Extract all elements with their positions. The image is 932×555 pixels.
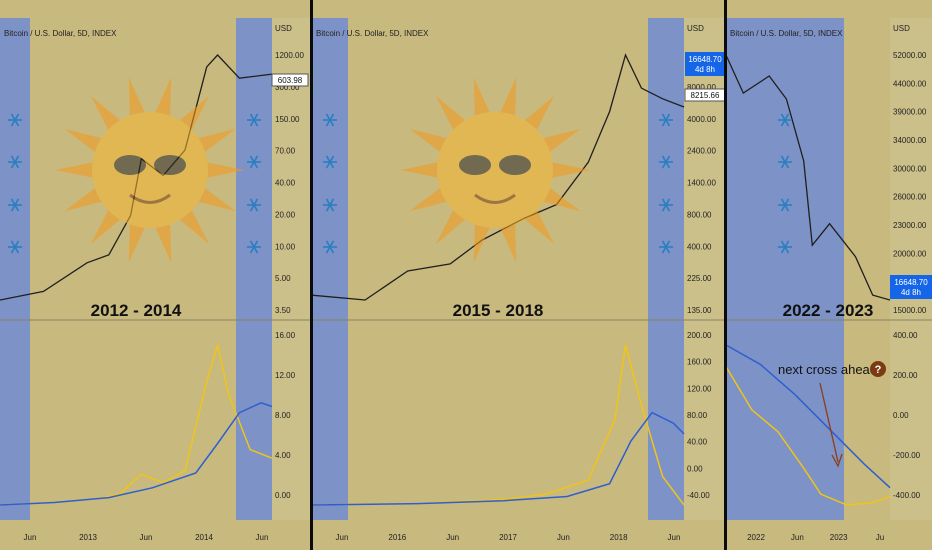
osc-tick-label: -200.00 <box>893 451 921 460</box>
time-tick-label: Jun <box>336 533 349 542</box>
panel-divider <box>310 0 313 550</box>
price-tag-label: 16648.70 <box>688 55 722 64</box>
time-tick-label: 2016 <box>388 533 406 542</box>
price-tag-label: 8215.66 <box>691 91 720 100</box>
currency-label: USD <box>893 24 910 33</box>
summer-band <box>844 18 890 520</box>
time-tick-label: Jun <box>24 533 37 542</box>
panel-divider <box>724 0 727 550</box>
price-tick-label: 1400.00 <box>687 179 716 188</box>
time-tick-label: 2013 <box>79 533 97 542</box>
sunglasses-lens <box>154 155 186 175</box>
price-tick-label: 10.00 <box>275 242 296 251</box>
sun-face <box>437 112 553 228</box>
time-tick-label: Jun <box>446 533 459 542</box>
time-tick-label: Jun <box>140 533 153 542</box>
time-tick-label: 2022 <box>747 533 765 542</box>
price-tick-label: 40.00 <box>275 179 296 188</box>
price-tag-label: 16648.70 <box>894 278 928 287</box>
header-strip <box>312 0 726 18</box>
osc-tick-label: 200.00 <box>687 331 712 340</box>
price-tick-label: 400.00 <box>687 242 712 251</box>
osc-tick-label: 0.00 <box>893 411 909 420</box>
panel-2 <box>312 0 726 550</box>
time-tick-label: 2018 <box>610 533 628 542</box>
time-tick-label: 2014 <box>195 533 213 542</box>
price-tick-label: 44000.00 <box>893 79 927 88</box>
osc-tick-label: -40.00 <box>687 491 710 500</box>
price-tick-label: 150.00 <box>275 115 300 124</box>
osc-tick-label: 160.00 <box>687 358 712 367</box>
panel-1 <box>0 0 312 550</box>
time-tick-label: Jun <box>668 533 681 542</box>
osc-tick-label: 40.00 <box>687 438 708 447</box>
time-tick-label: Jun <box>557 533 570 542</box>
osc-tick-label: -400.00 <box>893 491 921 500</box>
price-tick-label: 20.00 <box>275 210 296 219</box>
era-label: 2012 - 2014 <box>91 301 182 320</box>
osc-tick-label: 0.00 <box>687 464 703 473</box>
price-tick-label: 4000.00 <box>687 115 716 124</box>
winter-band <box>0 18 30 520</box>
osc-tick-label: 8.00 <box>275 411 291 420</box>
price-tick-label: 23000.00 <box>893 221 927 230</box>
osc-tick-label: 400.00 <box>893 331 918 340</box>
price-tick-label: 2400.00 <box>687 147 716 156</box>
currency-label: USD <box>687 24 704 33</box>
price-tick-label: 15000.00 <box>893 306 927 315</box>
price-tick-label: 34000.00 <box>893 136 927 145</box>
sun-face <box>92 112 208 228</box>
time-tick-label: Jun <box>791 533 804 542</box>
chart-title: Bitcoin / U.S. Dollar, 5D, INDEX <box>4 29 117 38</box>
price-tick-label: 5.00 <box>275 274 291 283</box>
osc-tick-label: 120.00 <box>687 384 712 393</box>
currency-label: USD <box>275 24 292 33</box>
price-tick-label: 20000.00 <box>893 249 927 258</box>
sunglasses-lens <box>459 155 491 175</box>
sunglasses-lens <box>114 155 146 175</box>
price-tick-label: 3.50 <box>275 306 291 315</box>
price-tick-label: 30000.00 <box>893 164 927 173</box>
time-tick-label: Jun <box>256 533 269 542</box>
header-strip <box>0 0 312 18</box>
price-tick-label: 70.00 <box>275 147 296 156</box>
sunglasses-lens <box>499 155 531 175</box>
price-tag-label: 603.98 <box>278 76 303 85</box>
price-axis-strip <box>272 18 312 520</box>
price-axis-strip <box>890 18 932 520</box>
osc-tick-label: 200.00 <box>893 371 918 380</box>
price-tick-label: 135.00 <box>687 306 712 315</box>
question-mark-glyph: ? <box>875 364 882 376</box>
time-tick-label: Ju <box>876 533 884 542</box>
price-tick-label: 225.00 <box>687 274 712 283</box>
time-tick-label: 2017 <box>499 533 517 542</box>
price-tick-label: 52000.00 <box>893 51 927 60</box>
osc-tick-label: 12.00 <box>275 371 296 380</box>
osc-tick-label: 80.00 <box>687 411 708 420</box>
price-tag-sub-label: 4d 8h <box>901 288 921 297</box>
annotation-text: next cross ahead <box>778 362 877 377</box>
price-tag-sub-label: 4d 8h <box>695 65 715 74</box>
price-tick-label: 39000.00 <box>893 108 927 117</box>
time-axis-strip <box>312 520 726 550</box>
price-tick-label: 26000.00 <box>893 193 927 202</box>
winter-band <box>312 18 348 520</box>
era-label: 2015 - 2018 <box>453 301 544 320</box>
time-tick-label: 2023 <box>830 533 848 542</box>
header-strip <box>726 0 932 18</box>
osc-tick-label: 16.00 <box>275 331 296 340</box>
osc-tick-label: 4.00 <box>275 451 291 460</box>
era-label: 2022 - 2023 <box>783 301 874 320</box>
chart-title: Bitcoin / U.S. Dollar, 5D, INDEX <box>730 29 843 38</box>
winter-band <box>236 18 272 520</box>
price-tick-label: 800.00 <box>687 210 712 219</box>
chart-title: Bitcoin / U.S. Dollar, 5D, INDEX <box>316 29 429 38</box>
price-tick-label: 1200.00 <box>275 51 304 60</box>
summer-band <box>348 18 648 520</box>
osc-tick-label: 0.00 <box>275 491 291 500</box>
